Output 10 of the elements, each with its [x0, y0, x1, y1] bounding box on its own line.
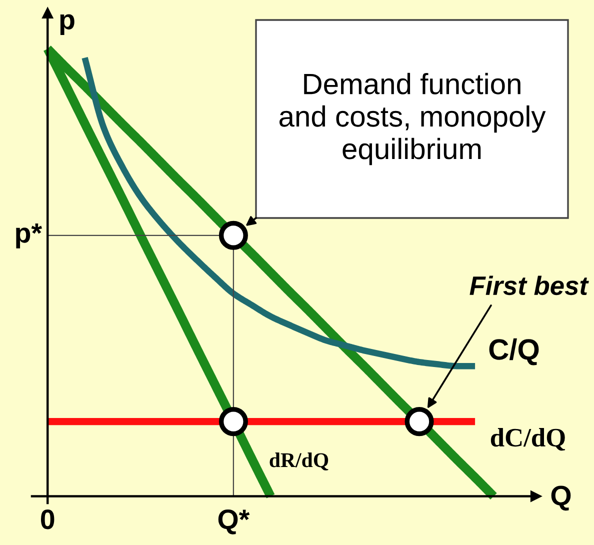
annotation: First best	[470, 276, 589, 296]
series-label: dR/dQ	[270, 452, 328, 470]
annotation: p*	[16, 223, 42, 248]
x-axis-title: Q	[551, 486, 571, 511]
series-label: C/Q	[489, 338, 539, 366]
series-label: dC/dQ	[490, 428, 565, 451]
x-tick-label: Q*	[218, 510, 250, 534]
x-tick-label: 0	[40, 510, 54, 530]
y-axis-title: p	[60, 14, 74, 35]
annotation: Demand function and costs, monopoly equilibrium	[279, 72, 546, 166]
